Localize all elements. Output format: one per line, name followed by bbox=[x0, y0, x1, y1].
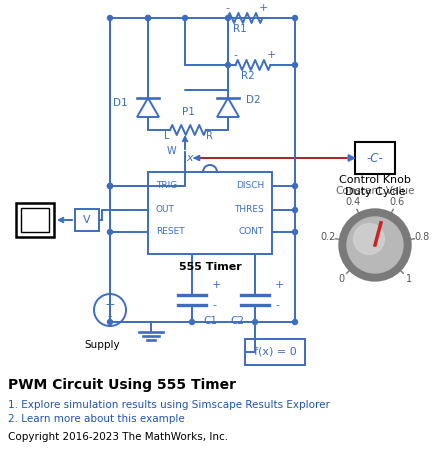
Text: L: L bbox=[164, 131, 170, 141]
Circle shape bbox=[292, 62, 298, 67]
Text: Control Knob: Control Knob bbox=[339, 175, 411, 185]
Text: +: + bbox=[267, 50, 276, 60]
Text: x: x bbox=[187, 153, 193, 163]
Text: +: + bbox=[105, 298, 115, 312]
Text: -C-: -C- bbox=[367, 152, 383, 165]
Circle shape bbox=[182, 15, 187, 20]
Text: -: - bbox=[275, 300, 279, 310]
FancyBboxPatch shape bbox=[148, 172, 272, 254]
FancyBboxPatch shape bbox=[245, 339, 305, 365]
Circle shape bbox=[108, 183, 112, 188]
Circle shape bbox=[146, 15, 150, 20]
Text: PWM Circuit Using 555 Timer: PWM Circuit Using 555 Timer bbox=[8, 378, 236, 392]
Text: R: R bbox=[206, 131, 213, 141]
Text: 1. Explore simulation results using Simscape Results Explorer: 1. Explore simulation results using Sims… bbox=[8, 400, 330, 410]
Circle shape bbox=[252, 319, 257, 324]
Circle shape bbox=[108, 15, 112, 20]
FancyBboxPatch shape bbox=[75, 209, 99, 231]
Circle shape bbox=[146, 15, 150, 20]
Text: 0: 0 bbox=[338, 274, 344, 284]
Circle shape bbox=[226, 15, 231, 20]
Text: D1: D1 bbox=[113, 98, 127, 108]
FancyBboxPatch shape bbox=[16, 203, 54, 237]
Text: R2: R2 bbox=[241, 71, 255, 81]
Text: +: + bbox=[212, 280, 221, 290]
Text: THRES: THRES bbox=[234, 206, 264, 214]
Text: CONT: CONT bbox=[238, 228, 264, 237]
Text: OUT: OUT bbox=[156, 206, 175, 214]
Circle shape bbox=[108, 183, 112, 188]
Circle shape bbox=[292, 229, 298, 234]
Text: C1: C1 bbox=[203, 316, 217, 326]
Circle shape bbox=[347, 217, 403, 273]
Text: TRIG: TRIG bbox=[156, 182, 177, 191]
Text: +: + bbox=[259, 3, 268, 13]
Text: C2: C2 bbox=[230, 316, 244, 326]
Text: Constant:Value: Constant:Value bbox=[335, 186, 415, 196]
Circle shape bbox=[292, 15, 298, 20]
Text: DISCH: DISCH bbox=[236, 182, 264, 191]
Text: 0.6: 0.6 bbox=[389, 197, 404, 207]
Text: Supply: Supply bbox=[84, 340, 120, 350]
Circle shape bbox=[226, 62, 231, 67]
Circle shape bbox=[292, 207, 298, 212]
Text: f(x) = 0: f(x) = 0 bbox=[254, 347, 296, 357]
Text: 0.8: 0.8 bbox=[415, 233, 430, 243]
Text: R1: R1 bbox=[233, 24, 247, 34]
Text: W: W bbox=[166, 146, 176, 156]
Text: Copyright 2016-2023 The MathWorks, Inc.: Copyright 2016-2023 The MathWorks, Inc. bbox=[8, 432, 228, 442]
Text: 0.2: 0.2 bbox=[320, 233, 335, 243]
Text: 555 Timer: 555 Timer bbox=[178, 262, 241, 272]
FancyBboxPatch shape bbox=[355, 142, 395, 174]
Text: -: - bbox=[233, 50, 237, 60]
Circle shape bbox=[292, 183, 298, 188]
Text: -: - bbox=[225, 3, 229, 13]
Text: -: - bbox=[108, 310, 112, 324]
Text: P1: P1 bbox=[181, 107, 194, 117]
Text: D2: D2 bbox=[246, 95, 260, 105]
Text: RESET: RESET bbox=[156, 228, 184, 237]
Circle shape bbox=[354, 223, 384, 254]
Text: V: V bbox=[83, 215, 91, 225]
FancyBboxPatch shape bbox=[21, 208, 49, 232]
Text: 2. Learn more about this example: 2. Learn more about this example bbox=[8, 414, 185, 424]
Circle shape bbox=[292, 319, 298, 324]
Circle shape bbox=[339, 209, 411, 281]
Circle shape bbox=[108, 183, 112, 188]
Circle shape bbox=[190, 319, 194, 324]
Text: Duty Cycle: Duty Cycle bbox=[345, 187, 405, 197]
Text: -: - bbox=[212, 300, 216, 310]
Text: +: + bbox=[275, 280, 284, 290]
Text: 1: 1 bbox=[406, 274, 412, 284]
Text: 0.4: 0.4 bbox=[346, 197, 361, 207]
Circle shape bbox=[108, 319, 112, 324]
Circle shape bbox=[108, 229, 112, 234]
